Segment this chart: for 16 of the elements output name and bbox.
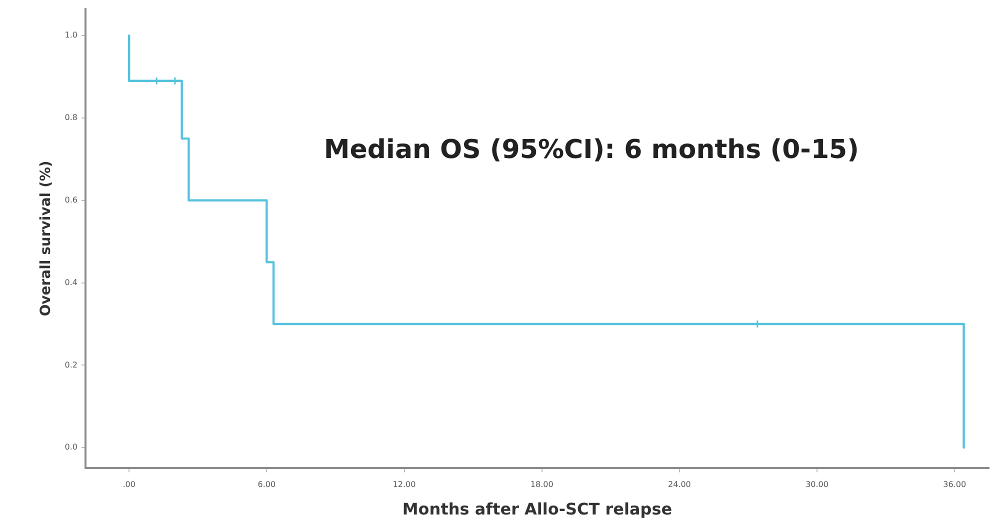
x-tick-label: 6.00 — [258, 480, 276, 490]
x-tick-label: .00 — [122, 480, 136, 490]
x-tick-label: 12.00 — [392, 480, 416, 490]
x-tick-label: 24.00 — [668, 480, 691, 490]
x-tick-label: 18.00 — [530, 480, 554, 490]
y-tick-label: 0.6 — [64, 195, 78, 204]
y-axis-title: Overall survival (%) — [38, 160, 54, 316]
x-tick-label: 36.00 — [943, 480, 966, 490]
y-tick-label: 0.8 — [64, 113, 78, 122]
y-tick-label: 0.4 — [64, 278, 78, 287]
x-tick-label: 30.00 — [806, 480, 828, 490]
y-tick-label: 0.2 — [64, 360, 78, 370]
y-tick-label: 1.0 — [64, 30, 78, 40]
y-tick-label: 0.0 — [64, 442, 78, 452]
annotation: Median OS (95%CI): 6 months (0-15) — [324, 134, 860, 165]
x-axis-title: Months after Allo-SCT relapse — [402, 500, 672, 519]
